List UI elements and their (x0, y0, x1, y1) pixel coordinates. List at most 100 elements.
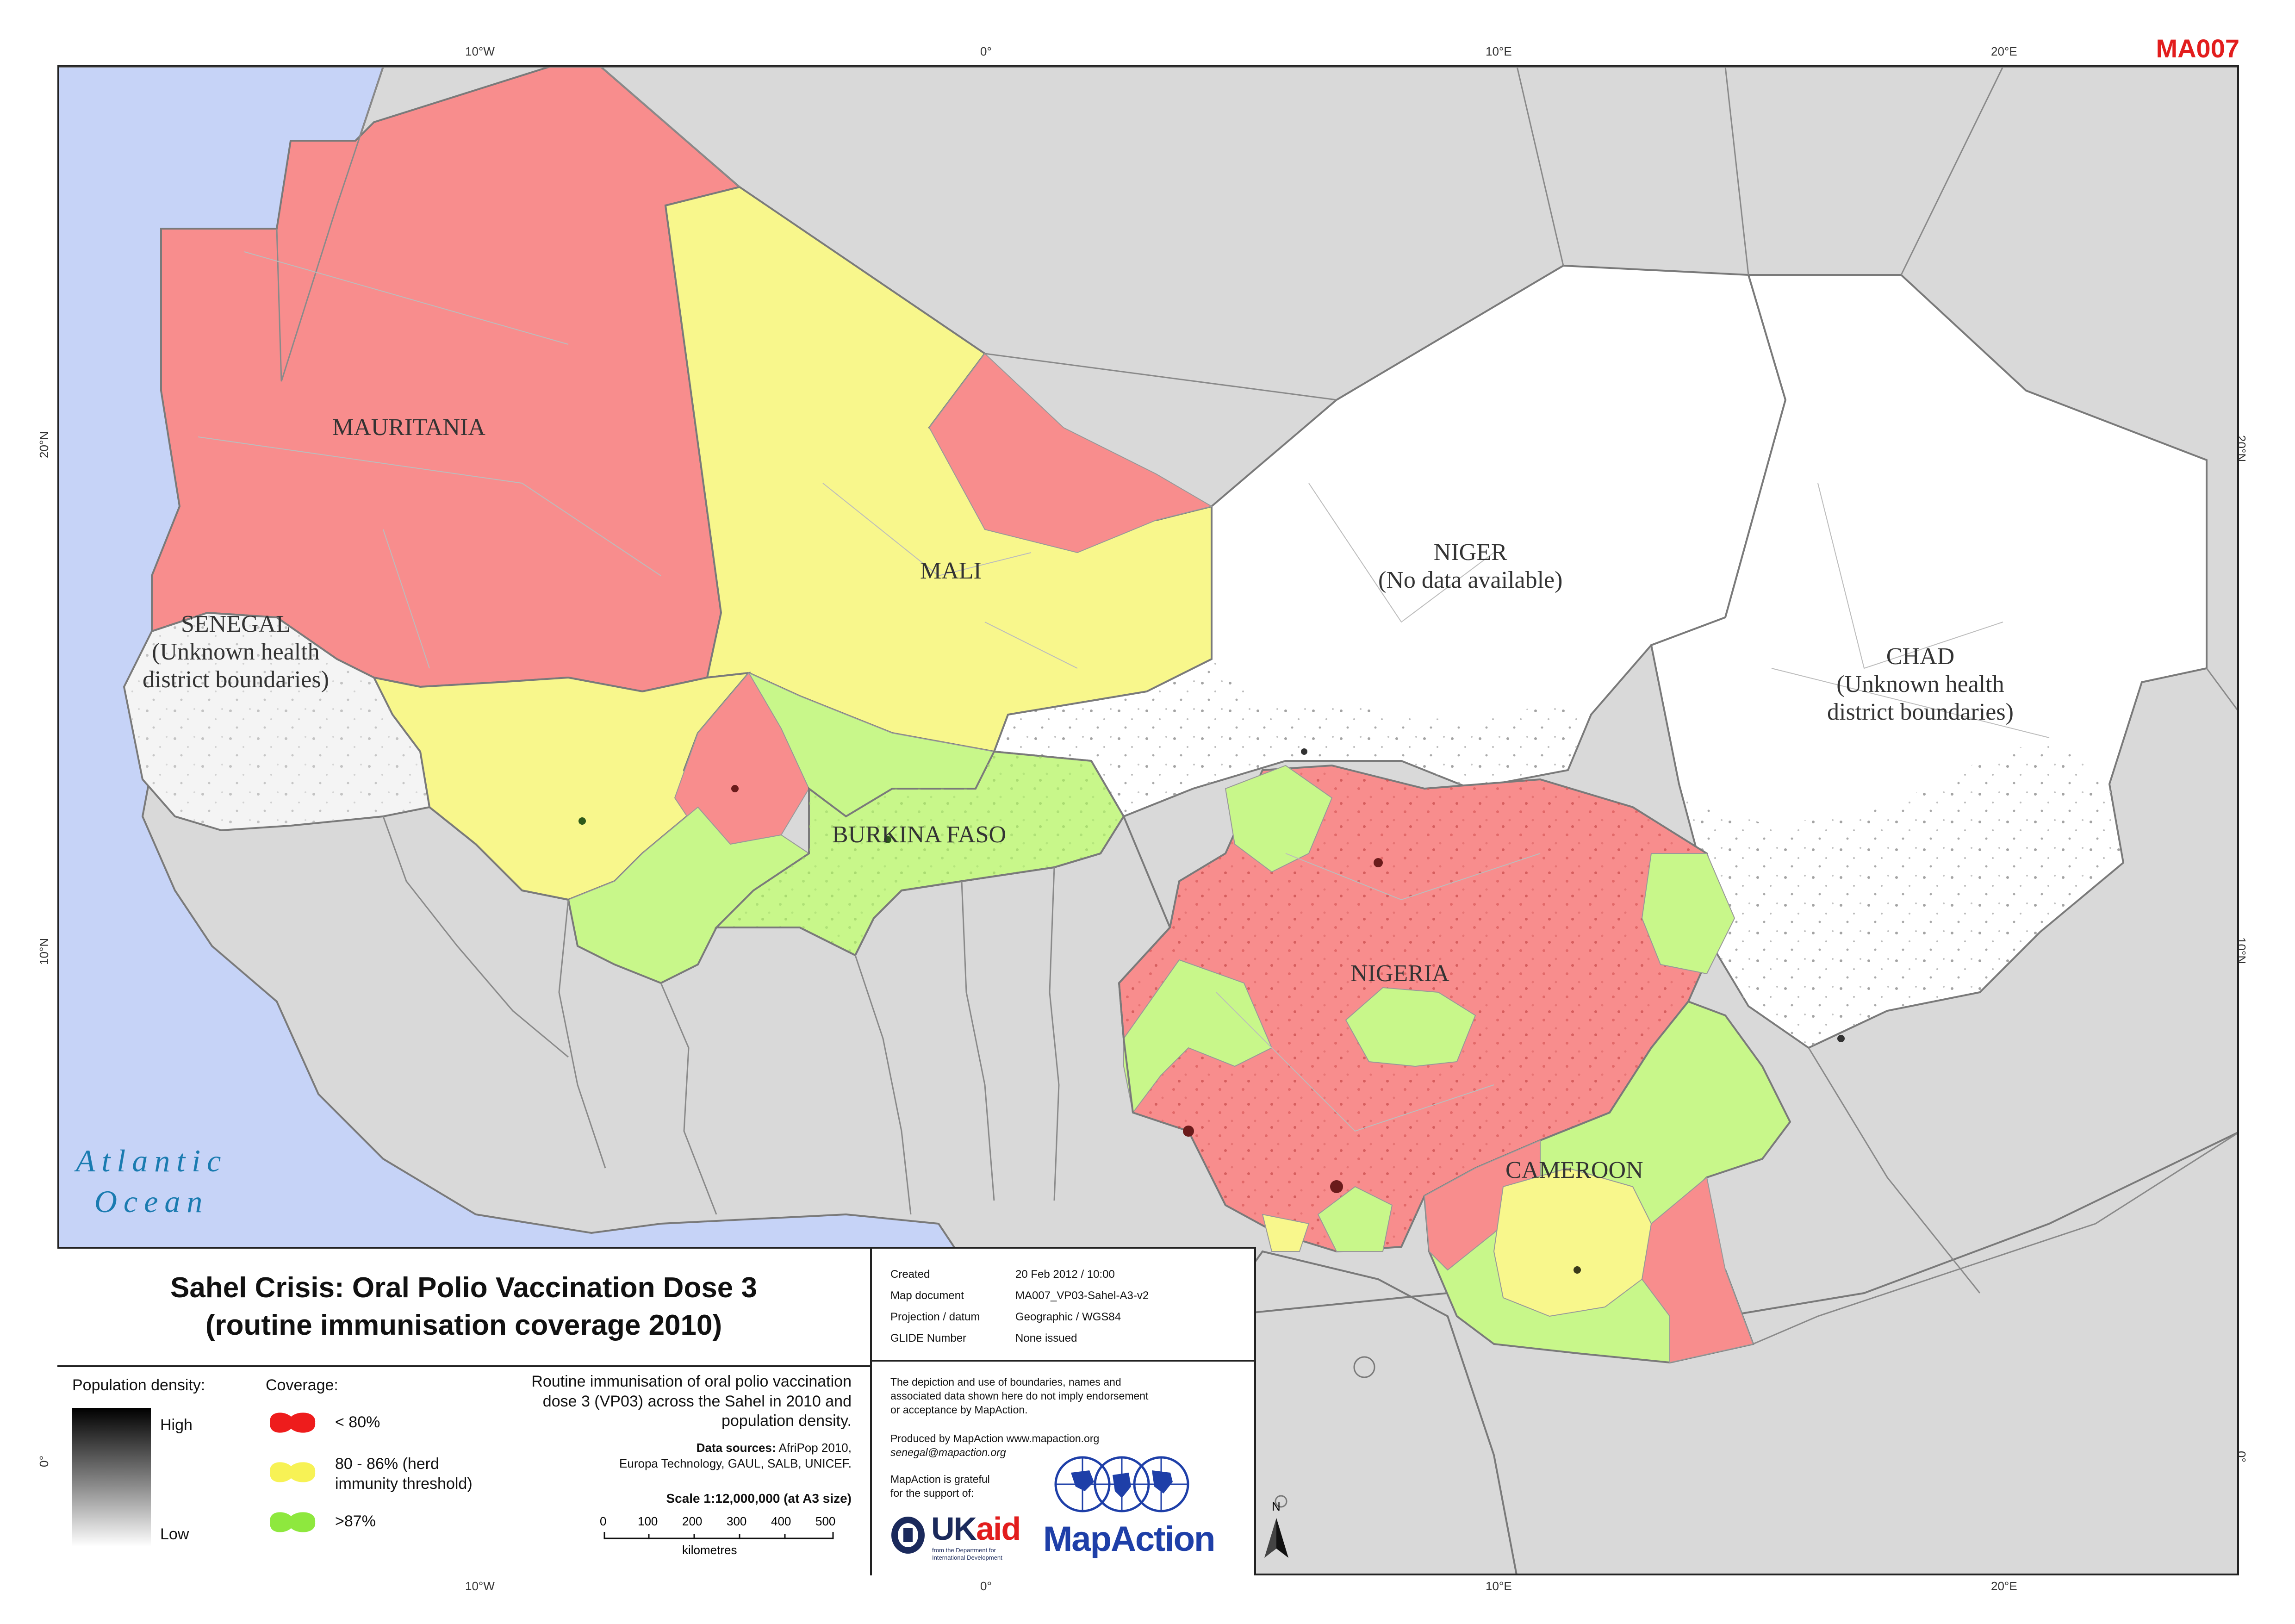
sources-line1: AfriPop 2010, (778, 1441, 852, 1455)
meta-key: Projection / datum (890, 1311, 980, 1323)
swatch-mid-icon (270, 1462, 316, 1482)
density-title: Population density: (72, 1376, 205, 1394)
coverage-high-label: >87% (335, 1512, 376, 1530)
mapaction-logo: MapAction (1043, 1454, 1238, 1565)
map-frame: MAURITANIA MALI NIGER (No data available… (57, 65, 2239, 1575)
produced-line1: Produced by MapAction www.mapaction.org (890, 1432, 1100, 1444)
grateful-line2: for the support of: (890, 1487, 974, 1499)
map-description: Routine immunisation of oral polio vacci… (435, 1372, 852, 1431)
graticule-bottom-0: 0° (980, 1579, 992, 1593)
scale-tick-400: 400 (771, 1514, 791, 1528)
graticule-top-10e: 10°E (1486, 44, 1512, 58)
ukaid-sub-line1: from the Department for (932, 1547, 996, 1554)
disclaimer-line3: or acceptance by MapAction. (890, 1403, 1028, 1416)
border-central-africa (1753, 668, 2237, 1345)
map-code: MA007 (2156, 34, 2239, 63)
city-dot (1183, 1126, 1194, 1137)
region-niger-south-density (994, 659, 1591, 816)
north-label: N (1272, 1500, 1281, 1513)
graticule-bottom-20e: 20°E (1991, 1579, 2017, 1593)
ukaid-sub-line2: International Development (932, 1554, 1002, 1561)
desc-line2: dose 3 (VP03) across the Sahel in 2010 a… (542, 1392, 852, 1410)
graticule-left-0: 0° (37, 1456, 51, 1467)
region-chad-density (1679, 738, 2123, 1048)
label-senegal-line1: SENEGAL (181, 611, 291, 637)
coverage-mid-label: 80 - 86% (herd immunity threshold) (335, 1454, 473, 1493)
graticule-bottom-10w: 10°W (465, 1579, 495, 1593)
label-burkina: BURKINA FASO (832, 821, 1007, 848)
city-dot (1330, 1180, 1343, 1193)
title-line2: (routine immunisation coverage 2010) (205, 1309, 722, 1341)
island-bioko (1353, 1356, 1375, 1378)
label-chad-line1: CHAD (1886, 643, 1955, 670)
north-arrow-icon (1264, 1518, 1288, 1558)
ukaid-logo: UKaid from the Department for Internatio… (889, 1510, 1027, 1565)
meta-row: Created (890, 1268, 930, 1281)
scale-unit: kilometres (682, 1543, 737, 1557)
grateful: MapAction is grateful for the support of… (890, 1473, 990, 1500)
desc-line1: Routine immunisation of oral polio vacci… (531, 1373, 852, 1390)
coverage-mid-line1: 80 - 86% (herd (335, 1455, 439, 1473)
map-canvas (59, 67, 2237, 1574)
border-west-africa-coast (429, 806, 1171, 1113)
label-niger: NIGER (No data available) (1378, 539, 1562, 594)
region-burkina-density (716, 752, 1124, 955)
city-dot (884, 836, 891, 843)
data-sources: Data sources: AfriPop 2010, Europa Techn… (435, 1440, 852, 1472)
region-nigeria-green-east (1641, 853, 1735, 975)
legend-panel: Population density: High Low Coverage: <… (57, 1365, 872, 1575)
label-chad-line3: district boundaries) (1827, 698, 2014, 725)
coverage-mid-line2: immunity threshold) (335, 1475, 473, 1493)
city-dot (1301, 748, 1307, 755)
produced-line2: senegal@mapaction.org (890, 1446, 1006, 1458)
graticule-top-10w: 10°W (465, 44, 495, 58)
disclaimer: The depiction and use of boundaries, nam… (890, 1375, 1148, 1417)
density-high: High (160, 1416, 193, 1434)
sources-label: Data sources: (696, 1441, 776, 1455)
label-senegal-line2: (Unknown health (152, 638, 320, 665)
region-senegal-density (124, 613, 429, 830)
meta-value: Geographic / WGS84 (1015, 1311, 1121, 1323)
region-nigeria-green-central (1345, 987, 1476, 1067)
city-dot (731, 785, 739, 792)
label-niger-line1: NIGER (1433, 539, 1507, 566)
region-cameroon-red-east (1641, 1176, 1754, 1363)
label-mauritania: MAURITANIA (332, 414, 485, 441)
ukaid-uk: UK (931, 1511, 977, 1547)
graticule-top-20e: 20°E (1991, 44, 2017, 58)
graticule-left-10n: 10°N (37, 938, 51, 965)
city-dot (1374, 858, 1383, 867)
region-mali-kidal (928, 353, 1213, 554)
region-nigeria-green-south (1317, 1186, 1393, 1252)
meta-key: Created (890, 1268, 930, 1281)
scale-text: Scale 1:12,000,000 (at A3 size) (666, 1491, 852, 1506)
desc-line3: population density. (721, 1412, 852, 1430)
graticule-top-0: 0° (980, 44, 992, 58)
density-ramp (72, 1408, 151, 1547)
meta-key: Map document (890, 1289, 964, 1302)
title-line1: Sahel Crisis: Oral Polio Vaccination Dos… (170, 1272, 757, 1304)
meta-value: 20 Feb 2012 / 10:00 (1015, 1268, 1115, 1281)
coverage-low-label: < 80% (335, 1413, 380, 1431)
scale-line (603, 1532, 834, 1539)
produced-by: Produced by MapAction www.mapaction.org … (890, 1432, 1099, 1460)
graticule-bottom-10e: 10°E (1486, 1579, 1512, 1593)
title-panel: Sahel Crisis: Oral Polio Vaccination Dos… (57, 1247, 872, 1365)
globe-logo-icon (1054, 1456, 1189, 1512)
border-morocco-algeria (276, 67, 2004, 401)
crest-icon (891, 1517, 925, 1554)
label-nigeria: NIGERIA (1350, 960, 1449, 987)
scale-tick-100: 100 (638, 1514, 658, 1528)
city-dot (1574, 1266, 1581, 1274)
credits-panel: The depiction and use of boundaries, nam… (872, 1360, 1256, 1575)
sources-line2: Europa Technology, GAUL, SALB, UNICEF. (619, 1456, 852, 1470)
city-dot (1837, 1035, 1845, 1042)
city-dot (578, 817, 586, 825)
label-atlantic-ocean: Atlantic Ocean (76, 1140, 227, 1222)
meta-value: MA007_VP03-Sahel-A3-v2 (1015, 1289, 1149, 1302)
label-mali: MALI (920, 558, 982, 584)
region-mauritania (151, 67, 742, 693)
grateful-line1: MapAction is grateful (890, 1473, 990, 1485)
scale-bar: 0 100 200 300 400 500 kilometres (600, 1514, 844, 1561)
ukaid-aid: aid (976, 1511, 1021, 1547)
